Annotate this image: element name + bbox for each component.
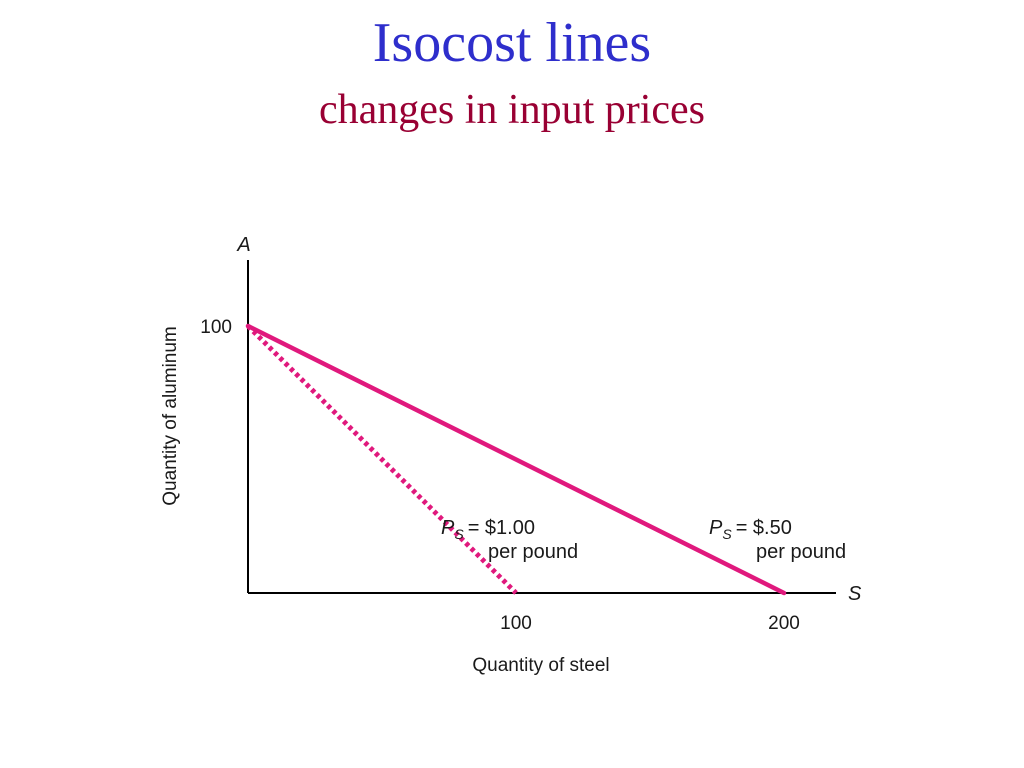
series-label-price-1: PS = $1.00 <box>441 517 535 542</box>
x-axis-label: Quantity of steel <box>472 655 609 676</box>
series-label-unit-2: per pound <box>756 541 846 563</box>
isocost-line-2 <box>245 323 787 596</box>
isocost-line-1 <box>246 324 518 595</box>
series-layer <box>245 323 787 596</box>
x-tick-label-100: 100 <box>500 613 532 634</box>
x-axis-symbol: S <box>848 583 862 605</box>
tick-layer: 100 200 100 <box>200 317 800 634</box>
series-label-price-2: PS = $.50 <box>709 517 792 542</box>
y-tick-label-100: 100 <box>200 317 232 338</box>
y-axis-label: Quantity of aluminum <box>160 326 181 506</box>
slide-title: Isocost lines <box>372 12 652 74</box>
x-tick-label-200: 200 <box>768 613 800 634</box>
y-axis-symbol: A <box>236 234 250 256</box>
series-label-unit-1: per pound <box>488 541 578 563</box>
slide-subtitle: changes in input prices <box>318 87 706 133</box>
